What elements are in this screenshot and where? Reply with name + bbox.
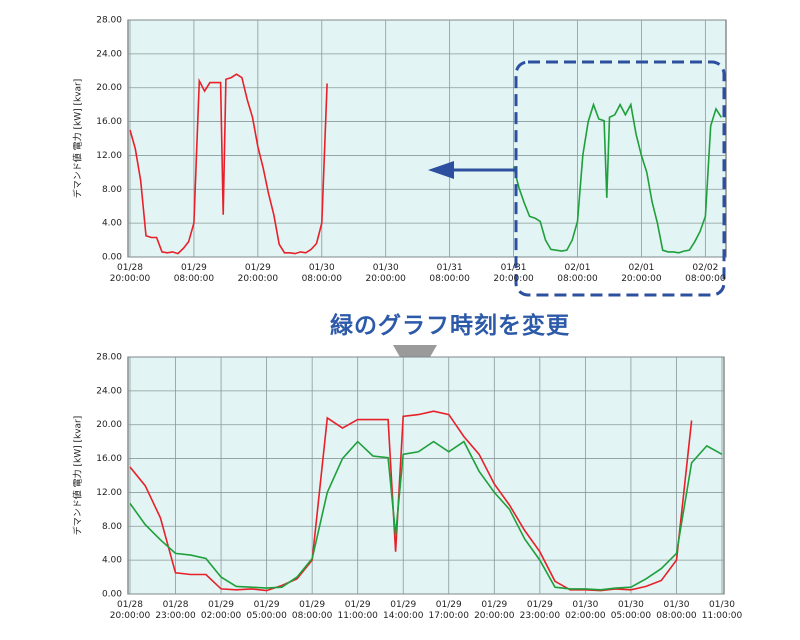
x-tick-label: 01/29 20:00:00: [237, 263, 279, 284]
data-line: [512, 102, 722, 254]
x-tick-label: 01/28 20:00:00: [109, 263, 151, 284]
data-line: [129, 440, 723, 591]
y-tick-label: 16.00: [96, 117, 122, 127]
arrow-head: [428, 161, 454, 179]
x-tick-label: 01/29 08:00:00: [173, 263, 215, 284]
y-tick-label: 0.00: [102, 590, 122, 600]
x-tick-label: 01/29 23:00:00: [519, 600, 561, 621]
data-line: [129, 410, 693, 592]
x-tick-label: 02/02 08:00:00: [685, 263, 726, 284]
y-tick-label: 24.00: [96, 49, 122, 59]
x-tick-label: 02/01 20:00:00: [621, 263, 662, 284]
y-axis-label: デマンド値 電力 [kW] [kvar]: [72, 79, 84, 199]
y-tick-label: 28.00: [96, 353, 122, 363]
x-tick-label: 01/30 02:00:00: [565, 600, 606, 621]
x-tick-label: 01/28 23:00:00: [155, 600, 196, 621]
y-tick-label: 20.00: [96, 83, 122, 93]
x-tick-label: 01/29 17:00:00: [428, 600, 469, 621]
x-tick-label: 01/31 20:00:00: [493, 263, 534, 284]
y-tick-label: 12.00: [96, 151, 122, 161]
x-tick-label: 01/30 08:00:00: [656, 600, 697, 621]
y-tick-label: 4.00: [102, 556, 122, 566]
y-tick-label: 28.00: [96, 16, 122, 26]
y-tick-label: 8.00: [102, 522, 122, 532]
y-tick-label: 16.00: [96, 454, 122, 464]
dashed-box: [514, 60, 726, 297]
x-tick-label: 01/31 08:00:00: [429, 263, 470, 284]
x-tick-label: 01/30 05:00:00: [610, 600, 652, 621]
x-tick-label: 01/30 08:00:00: [301, 263, 342, 284]
x-tick-label: 01/30 11:00:00: [701, 600, 743, 621]
data-line: [129, 73, 328, 255]
y-axis-label: デマンド値 電力 [kW] [kvar]: [72, 416, 84, 536]
y-tick-label: 0.00: [102, 253, 122, 263]
annotation: 緑のグラフ時刻を変更: [330, 313, 570, 339]
y-tick-label: 24.00: [96, 386, 122, 396]
x-tick-label: 01/29 20:00:00: [474, 600, 515, 621]
x-tick-label: 01/28 20:00:00: [109, 600, 151, 621]
plot-area: [127, 19, 727, 258]
y-tick-label: 20.00: [96, 420, 122, 430]
y-tick-label: 12.00: [96, 488, 122, 498]
x-tick-label: 01/30 20:00:00: [365, 263, 406, 284]
x-tick-label: 01/29 05:00:00: [246, 600, 287, 621]
y-tick-label: 4.00: [102, 219, 122, 229]
x-tick-label: 01/29 11:00:00: [337, 600, 378, 621]
y-tick-label: 8.00: [102, 185, 122, 195]
x-tick-label: 01/29 08:00:00: [291, 600, 333, 621]
x-tick-label: 01/29 02:00:00: [200, 600, 242, 621]
x-tick-label: 02/01 08:00:00: [557, 263, 598, 284]
x-tick-label: 01/29 14:00:00: [383, 600, 424, 621]
plot-area: [127, 356, 725, 595]
